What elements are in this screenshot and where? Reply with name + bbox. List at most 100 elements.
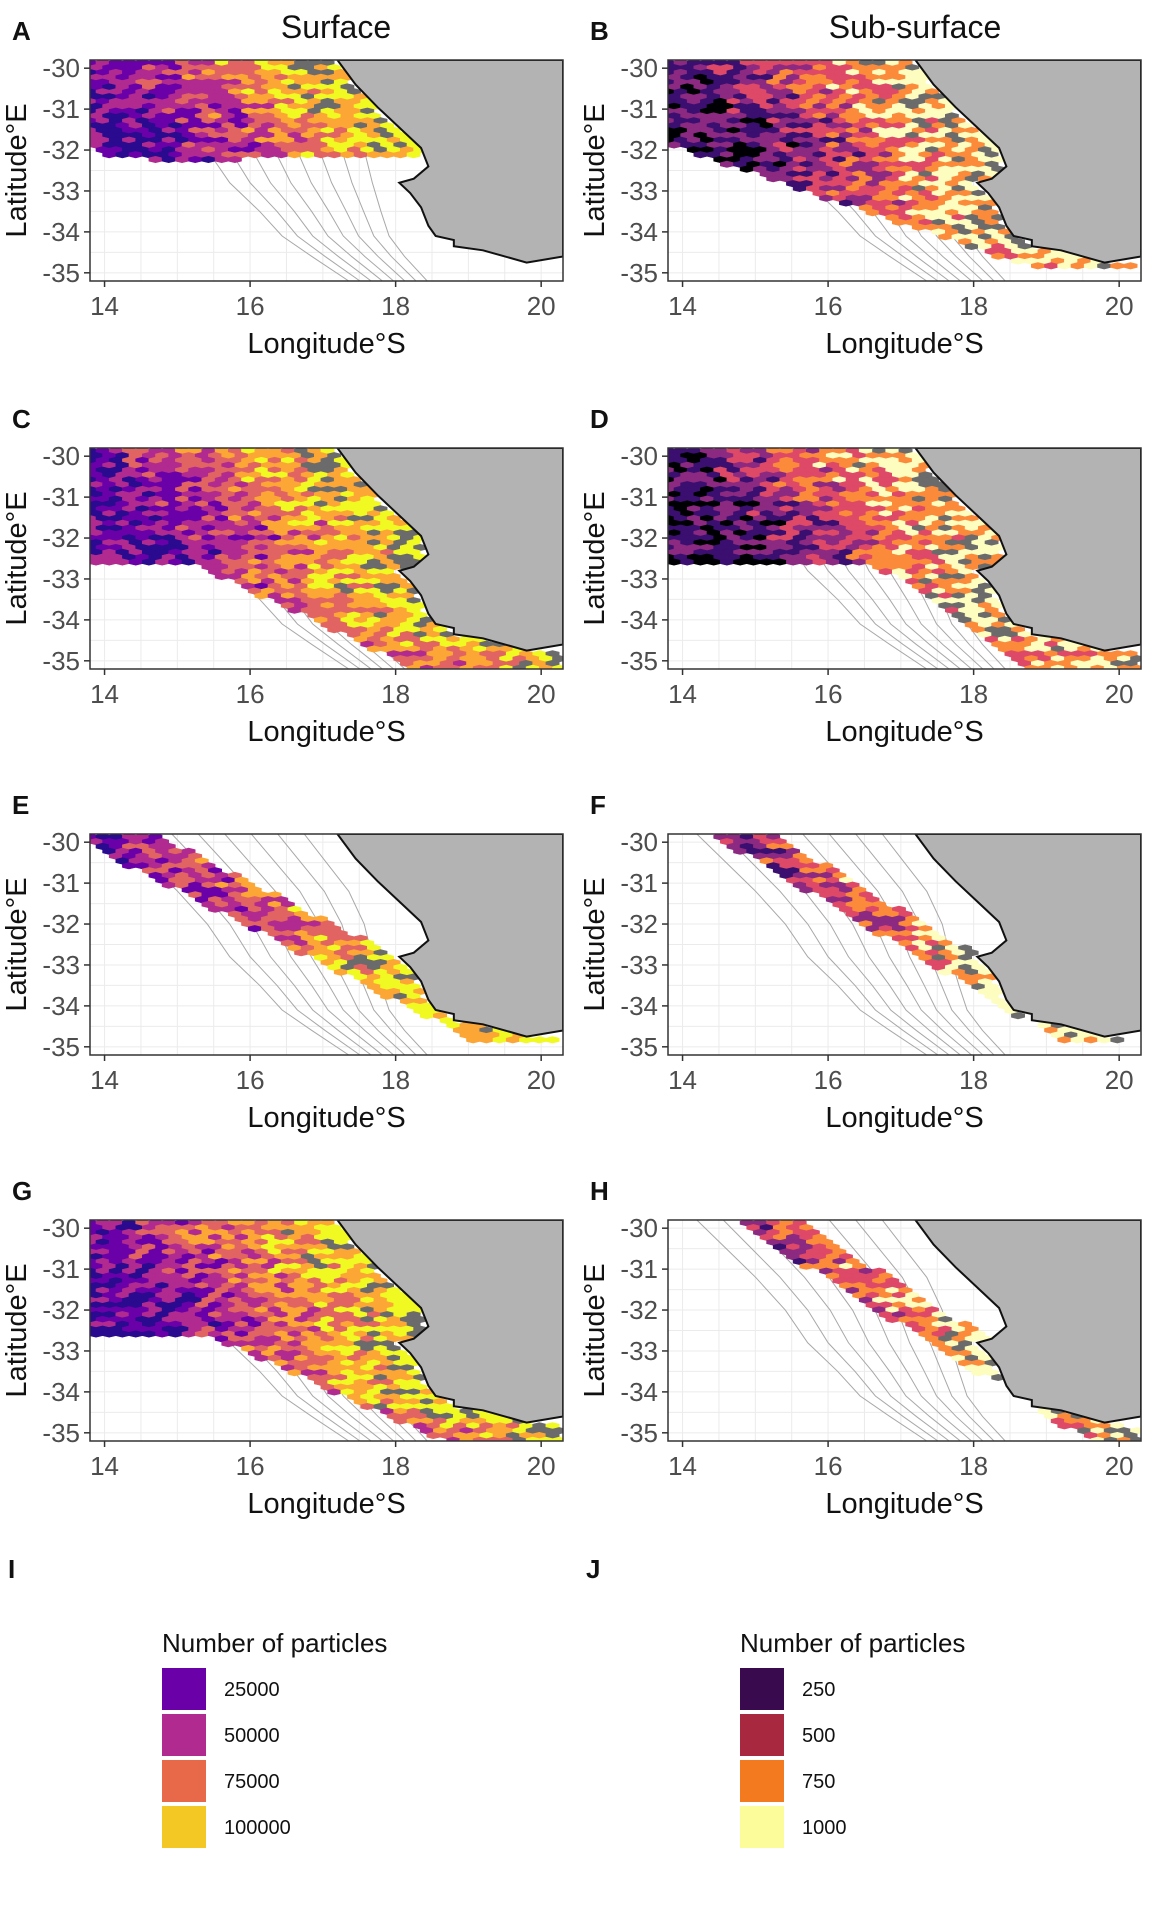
y-tick-label: -34 [620,605,658,635]
y-tick-label: -35 [42,1032,80,1062]
hexbin-cell [1031,262,1045,270]
panel-border [89,833,564,1056]
y-tick-label: -31 [42,94,80,124]
x-tick-label: 18 [959,1065,988,1095]
y-tick-label: -32 [620,523,658,553]
y-tick-label: -34 [42,1377,80,1407]
hexbin-cell [181,558,196,566]
hexbin-cell [155,558,169,566]
y-tick-label: -33 [620,176,658,206]
hexbin-cell [792,184,807,193]
hexbin-cell [819,194,834,202]
hexbin-cell [122,862,136,870]
y-tick-label: -31 [42,1254,80,1284]
hexbin-cell [393,151,408,159]
map-area [668,834,1141,1055]
hexbin-cell [512,664,527,669]
y-tick-label: -35 [620,1032,658,1062]
map-panel-h: H 14 16 18 20 -30 -31 -32 -33 -34 -35 Longitude°S La… [579,1176,1142,1520]
y-tick-label: -31 [620,1254,658,1284]
x-tick-label: 14 [90,679,119,709]
hexbin-cell [175,155,189,164]
y-tick-label: -34 [42,217,80,247]
hexbin-cell [327,151,342,159]
hexbin-cell [300,151,315,159]
hexbin-cell [472,664,487,669]
hexbin-cell [1090,664,1105,669]
hexbin-cell [1103,664,1118,669]
hexbin-cell [1011,1012,1025,1020]
y-tick-label: -33 [42,176,80,206]
hexbin-cell [459,1436,474,1441]
hexbin-cell [90,558,103,566]
hexbin-cell [419,664,434,669]
hexbin-cell [380,992,395,1000]
panel-border [667,447,1142,670]
hexbin-cell [115,151,130,159]
legend-swatch [740,1760,784,1802]
land-mass [336,1220,563,1424]
hexbin-cell [406,664,421,669]
land-mass [914,60,1141,264]
hexbin-cell [1097,1036,1111,1044]
particle-hexbins [90,60,428,164]
x-tick-label: 20 [527,291,556,321]
hexbin-cell [128,151,143,159]
y-tick-label: -30 [620,827,658,857]
x-tick-label: 20 [527,679,556,709]
hexbin-cell [1130,1436,1141,1441]
legend-label: 1000 [802,1817,847,1839]
hexbin-cell [393,1417,408,1425]
x-tick-label: 18 [959,1451,988,1481]
hexbin-cell [492,1036,507,1044]
hexbin-cell [1110,262,1125,270]
y-tick-label: -30 [42,441,80,471]
y-tick-label: -35 [620,646,658,676]
y-tick-label: -33 [620,1336,658,1366]
hexbin-cell [214,155,229,164]
hexbin-cell [552,1436,563,1441]
hexbin-cell [486,1436,500,1441]
panel-border [89,447,564,670]
column-title-surface: Surface [281,9,391,45]
particle-hexbins [90,1220,563,1441]
panel-letter-b: B [590,16,609,46]
hexbin-cell [201,155,216,164]
y-tick-label: -33 [42,564,80,594]
x-tick-label: 20 [1105,1065,1134,1095]
hexbin-cell [772,558,787,566]
hexbin-cell [161,881,176,889]
y-tick-label: -30 [620,53,658,83]
hexbin-cell [538,1436,553,1441]
map-area [90,448,563,669]
land-mass [914,448,1141,652]
hexbin-cell [254,592,269,600]
hexbin-cell [142,1330,156,1338]
hexbin-cell [839,558,853,566]
hexbin-cell [188,155,203,164]
particle-hexbins [90,448,563,669]
y-axis-title: Latitude°E [1,877,33,1011]
y-tick-label: -32 [42,523,80,553]
hexbin-cell [938,968,953,976]
legend-label: 250 [802,1679,835,1701]
hexbin-cell [115,1330,130,1338]
land-mass [336,448,563,652]
particle-hexbins [713,834,1125,1044]
x-axis-title: Longitude°S [247,1102,405,1134]
hexbin-cell [360,1402,375,1411]
y-tick-label: -31 [620,94,658,124]
hexbin-cell [128,558,143,566]
hexbin-cell [486,664,500,669]
land-mass [336,60,563,264]
panel-letter-j: J [586,1554,600,1584]
legend-title: Number of particles [162,1628,387,1658]
x-tick-label: 14 [90,1065,119,1095]
panel-border [89,59,564,282]
hexbin-cell [971,1369,986,1377]
hexbin-cell [1044,262,1058,270]
hexbin-cell [274,151,289,159]
hexbin-cell [706,558,721,566]
hexbin-cell [433,664,448,669]
x-tick-label: 14 [668,679,697,709]
